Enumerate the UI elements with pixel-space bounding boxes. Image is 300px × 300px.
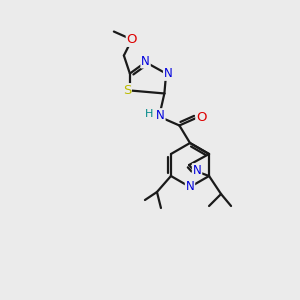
Text: N: N	[164, 67, 172, 80]
Text: O: O	[127, 33, 137, 46]
Text: N: N	[156, 109, 165, 122]
Text: N: N	[193, 164, 201, 177]
Text: S: S	[123, 84, 131, 97]
Text: H: H	[145, 110, 154, 119]
Text: O: O	[196, 111, 207, 124]
Text: N: N	[186, 181, 194, 194]
Text: N: N	[141, 55, 150, 68]
